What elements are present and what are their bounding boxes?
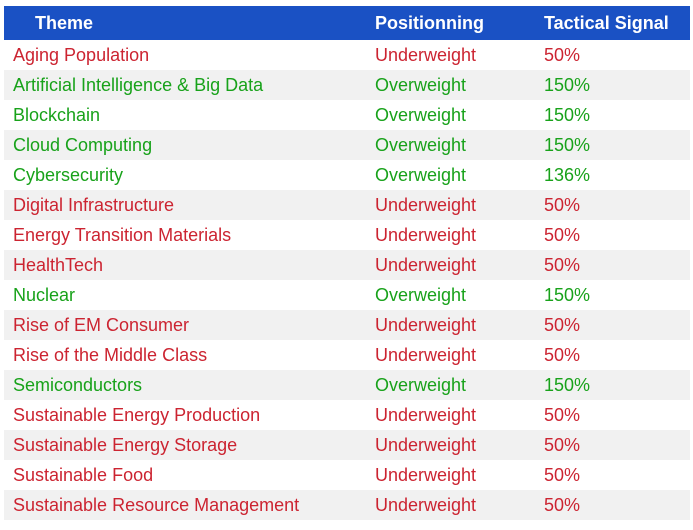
- table-row: HealthTech Underweight 50%: [4, 250, 690, 280]
- table-row: Nuclear Overweight 150%: [4, 280, 690, 310]
- table-row: Cybersecurity Overweight 136%: [4, 160, 690, 190]
- table-row: Artificial Intelligence & Big Data Overwe…: [4, 70, 690, 100]
- cell-positioning: Underweight: [375, 44, 477, 65]
- cell-positioning: Underweight: [375, 254, 477, 275]
- header-row: Theme Positionning Tactical Signal: [4, 6, 690, 40]
- cell-theme: Sustainable Energy Production: [13, 404, 261, 425]
- cell-theme: Aging Population: [13, 44, 150, 65]
- cell-tactical-signal: 50%: [544, 194, 581, 215]
- table-row: Sustainable Energy Production Underweight…: [4, 400, 690, 430]
- cell-tactical-signal: 50%: [544, 224, 581, 245]
- cell-theme: Cloud Computing: [13, 134, 153, 155]
- cell-positioning: Overweight: [375, 164, 467, 185]
- table-row: Digital Infrastructure Underweight 50%: [4, 190, 690, 220]
- cell-theme: Sustainable Food: [13, 464, 154, 485]
- cell-theme: Semiconductors: [13, 374, 143, 395]
- cell-theme: Artificial Intelligence & Big Data: [13, 74, 264, 95]
- theme-positioning-table: Theme Positionning Tactical Signal Aging…: [4, 6, 690, 520]
- table-row: Blockchain Overweight 150%: [4, 100, 690, 130]
- cell-positioning: Overweight: [375, 134, 467, 155]
- cell-positioning: Underweight: [375, 314, 477, 335]
- cell-tactical-signal: 150%: [544, 374, 591, 395]
- cell-positioning: Underweight: [375, 404, 477, 425]
- cell-tactical-signal: 150%: [544, 104, 591, 125]
- cell-positioning: Underweight: [375, 344, 477, 365]
- cell-theme: HealthTech: [13, 254, 104, 275]
- table-row: Rise of EM Consumer Underweight 50%: [4, 310, 690, 340]
- cell-positioning: Underweight: [375, 434, 477, 455]
- cell-positioning: Overweight: [375, 74, 467, 95]
- column-header-theme: Theme: [35, 12, 94, 33]
- cell-positioning: Underweight: [375, 224, 477, 245]
- table-row: Sustainable Energy Storage Underweight 50%: [4, 430, 690, 460]
- cell-theme: Digital Infrastructure: [13, 194, 175, 215]
- cell-theme: Blockchain: [13, 104, 101, 125]
- cell-positioning: Overweight: [375, 374, 467, 395]
- column-header-tactical-signal: Tactical Signal: [544, 12, 669, 33]
- cell-theme: Cybersecurity: [13, 164, 124, 185]
- table-row: Sustainable Food Underweight 50%: [4, 460, 690, 490]
- cell-tactical-signal: 50%: [544, 464, 581, 485]
- cell-positioning: Underweight: [375, 194, 477, 215]
- cell-tactical-signal: 150%: [544, 284, 591, 305]
- cell-theme: Energy Transition Materials: [13, 224, 232, 245]
- table-row: Cloud Computing Overweight 150%: [4, 130, 690, 160]
- cell-tactical-signal: 50%: [544, 494, 581, 515]
- cell-positioning: Overweight: [375, 284, 467, 305]
- cell-theme: Sustainable Resource Management: [13, 494, 300, 515]
- table-row: Sustainable Resource Management Underweig…: [4, 490, 690, 520]
- cell-tactical-signal: 136%: [544, 164, 591, 185]
- cell-tactical-signal: 50%: [544, 314, 581, 335]
- cell-tactical-signal: 50%: [544, 434, 581, 455]
- cell-positioning: Underweight: [375, 494, 477, 515]
- cell-tactical-signal: 50%: [544, 404, 581, 425]
- cell-theme: Rise of EM Consumer: [13, 314, 190, 335]
- cell-positioning: Underweight: [375, 464, 477, 485]
- table-header: Theme Positionning Tactical Signal: [4, 6, 690, 40]
- cell-tactical-signal: 150%: [544, 74, 591, 95]
- column-header-positioning: Positionning: [375, 12, 484, 33]
- table-row: Aging Population Underweight 50%: [4, 40, 690, 70]
- cell-tactical-signal: 50%: [544, 44, 581, 65]
- cell-positioning: Overweight: [375, 104, 467, 125]
- table-row: Rise of the Middle Class Underweight 50%: [4, 340, 690, 370]
- table-body: Aging Population Underweight 50% Artificial…: [4, 40, 690, 520]
- table-row: Energy Transition Materials Underweight 50…: [4, 220, 690, 250]
- cell-theme: Nuclear: [13, 284, 76, 305]
- cell-theme: Rise of the Middle Class: [13, 344, 208, 365]
- table-row: Semiconductors Overweight 150%: [4, 370, 690, 400]
- theme-positioning-table-container: Theme Positionning Tactical Signal Aging…: [4, 0, 692, 520]
- cell-tactical-signal: 50%: [544, 254, 581, 275]
- cell-theme: Sustainable Energy Storage: [13, 434, 238, 455]
- cell-tactical-signal: 50%: [544, 344, 581, 365]
- cell-tactical-signal: 150%: [544, 134, 591, 155]
